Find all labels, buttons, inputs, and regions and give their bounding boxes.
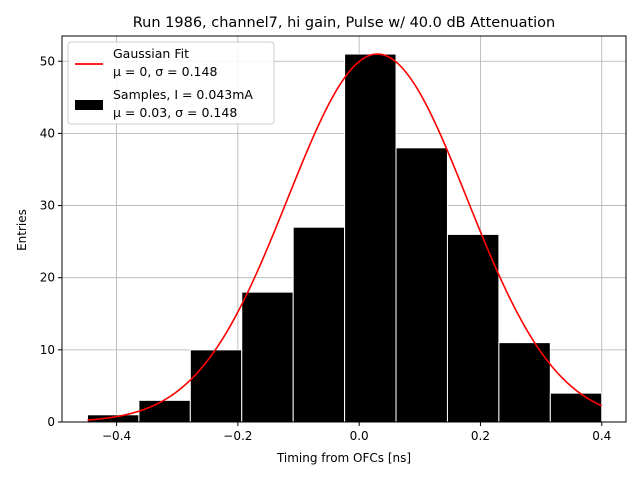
fit-curve-group: [87, 53, 603, 421]
x-tick-label: −0.2: [223, 429, 252, 443]
y-tick-label: 30: [40, 199, 55, 213]
chart-title: Run 1986, channel7, hi gain, Pulse w/ 40…: [133, 15, 556, 31]
x-axis-ticks: −0.4 −0.2 0.0 0.2 0.4: [102, 422, 611, 443]
plot-frame: [61, 35, 627, 423]
gaussian-fit-curve: [87, 53, 603, 421]
y-tick-label: 50: [40, 54, 55, 68]
legend-patch-swatch: [75, 100, 103, 110]
histogram-bars: [86, 53, 603, 423]
y-tick-label: 0: [47, 415, 55, 429]
histogram-bar: [86, 414, 140, 423]
histogram-bar: [292, 226, 346, 423]
histogram-bar: [549, 392, 603, 423]
y-tick-label: 40: [40, 126, 55, 140]
x-tick-label: 0.2: [471, 429, 490, 443]
histogram-bar: [395, 147, 448, 423]
histogram-bar: [344, 53, 397, 423]
legend-label: Samples, I = 0.043mA: [113, 87, 253, 102]
histogram-bar: [189, 349, 243, 423]
x-tick-label: 0.4: [592, 429, 611, 443]
x-tick-label: 0.0: [350, 429, 369, 443]
y-tick-label: 10: [40, 343, 55, 357]
legend-label: Gaussian Fit: [113, 46, 189, 61]
histogram-bar: [241, 291, 294, 423]
x-tick-label: −0.4: [102, 429, 131, 443]
y-axis-ticks: 0 10 20 30 40 50: [40, 54, 62, 429]
y-tick-label: 20: [40, 271, 55, 285]
legend-box: [67, 41, 275, 125]
x-axis-label: Timing from OFCs [ns]: [276, 451, 411, 465]
histogram-bar: [446, 233, 500, 423]
histogram-bar: [138, 399, 191, 423]
legend-label: μ = 0, σ = 0.148: [113, 64, 217, 79]
legend: Gaussian Fit μ = 0, σ = 0.148 Samples, I =…: [67, 41, 275, 125]
y-axis-label: Entries: [15, 209, 29, 251]
legend-label: μ = 0.03, σ = 0.148: [113, 105, 237, 120]
